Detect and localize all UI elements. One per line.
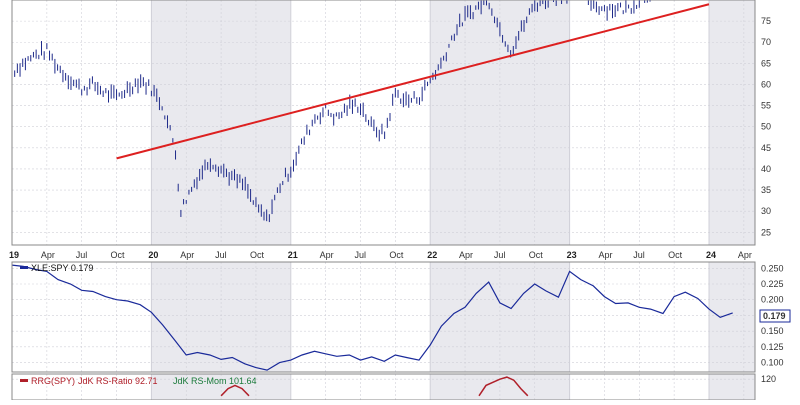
x-tick-label: Oct (250, 250, 265, 260)
pane-1-bg (12, 262, 755, 372)
rs-y-tick-label: 0.125 (761, 342, 784, 352)
x-tick-label: 22 (427, 250, 437, 260)
pane-0-frame (11, 0, 756, 246)
rrg-series-group (220, 376, 529, 397)
legend-layer: XLE:SPY 0.179 RRG(SPY) JdK RS-Ratio 92.7… (20, 263, 791, 386)
x-tick-label: Jul (494, 250, 506, 260)
rs-last-value-box (759, 309, 791, 323)
x-tick-label: 19 (9, 250, 19, 260)
price-y-tick-label: 30 (761, 206, 771, 216)
x-tick-label: Apr (41, 250, 55, 260)
rs-y-tick-label: 0.250 (761, 263, 784, 273)
price-y-tick-label: 70 (761, 37, 771, 47)
pane-1-shade-2020 (151, 262, 291, 372)
pane-0-bg (12, 0, 755, 245)
rs-series-line (11, 264, 733, 371)
rs-y-tick-label: 0.100 (761, 358, 784, 368)
rs-last-value-label: 0.179 (763, 311, 786, 321)
axes-layer: 19 Apr Jul Oct 20 Apr Jul Oct 21 Apr Jul Oct 22 Apr Ju… (9, 0, 784, 401)
pane-1-shade-2022 (430, 262, 570, 372)
x-tick-label: Apr (598, 250, 612, 260)
x-tick-label: Jul (215, 250, 227, 260)
x-tick-label: Jul (354, 250, 366, 260)
data-layer (11, 0, 733, 397)
pane-2-bg (12, 374, 755, 400)
price-y-tick-label: 25 (761, 227, 771, 237)
rs-legend-text: XLE:SPY 0.179 (31, 263, 93, 273)
price-y-tick-label: 35 (761, 185, 771, 195)
x-tick-label: 21 (288, 250, 298, 260)
x-tick-label: Oct (529, 250, 544, 260)
rs-legend-swatch (20, 266, 28, 269)
price-bars (12, 0, 651, 223)
price-y-tick-label: 45 (761, 143, 771, 153)
price-y-tick-label: 40 (761, 164, 771, 174)
pane-0-shade-2024 (708, 0, 755, 245)
x-tick-label: Oct (668, 250, 683, 260)
rs-y-tick-label: 0.200 (761, 295, 784, 305)
rs-y-tick-label: 0.150 (761, 326, 784, 336)
x-tick-label: Jul (633, 250, 645, 260)
x-tick-label: Apr (180, 250, 194, 260)
price-y-tick-label: 50 (761, 122, 771, 132)
rrg-y-tick-label: 120 (761, 374, 776, 384)
rs-y-tick-label: 0.225 (761, 279, 784, 289)
x-tick-label: Apr (738, 250, 752, 260)
x-tick-label: 23 (567, 250, 577, 260)
rrg-series-line (220, 384, 250, 397)
x-tick-label: Oct (389, 250, 404, 260)
pane-1-frame (11, 261, 756, 373)
rrg-legend-prefix: RRG(SPY) (31, 376, 75, 386)
x-tick-label: 24 (706, 250, 716, 260)
price-y-tick-label: 65 (761, 58, 771, 68)
price-y-tick-label: 60 (761, 79, 771, 89)
x-tick-label: Apr (459, 250, 473, 260)
x-tick-label: 20 (148, 250, 158, 260)
rrg-series-line (478, 376, 529, 397)
rrg-legend-ratio: JdK RS-Ratio 92.71 (78, 376, 158, 386)
trendline (116, 3, 710, 160)
pane-2-shade-2024 (708, 374, 755, 400)
pane-1-shade-2024 (708, 262, 755, 372)
price-y-tick-label: 55 (761, 101, 771, 111)
background-layer (12, 0, 755, 400)
x-tick-label: Oct (111, 250, 126, 260)
price-y-tick-label: 75 (761, 16, 771, 26)
rrg-legend-mom: JdK RS-Mom 101.64 (173, 376, 257, 386)
rrg-legend-swatch (20, 379, 28, 382)
x-tick-label: Apr (320, 250, 334, 260)
x-tick-label: Jul (76, 250, 88, 260)
